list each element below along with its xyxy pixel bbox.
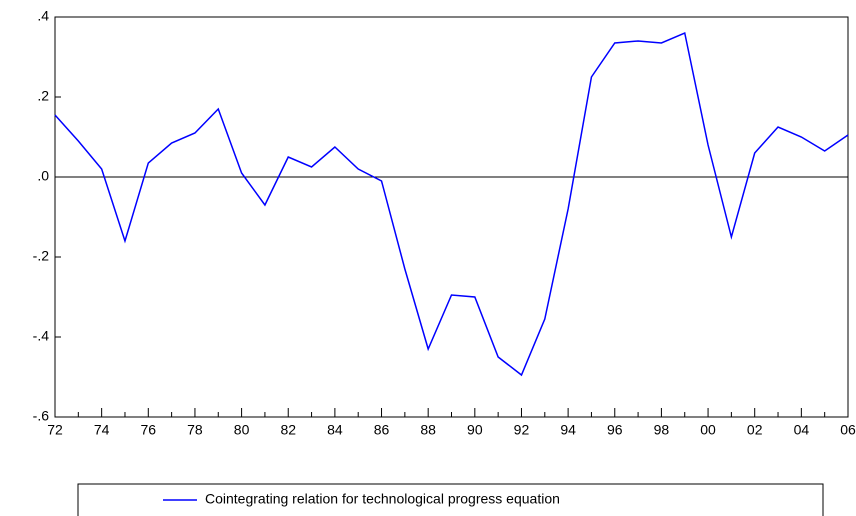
data-line (54, 31, 849, 377)
legend-box (77, 483, 824, 516)
x-tick-label: 04 (794, 422, 810, 438)
y-tick-label: .4 (37, 8, 49, 24)
y-tick-label: -.4 (33, 328, 50, 344)
x-tick-label: 02 (747, 422, 763, 438)
x-tick-label: 76 (141, 422, 157, 438)
y-tick-label: -.6 (33, 408, 50, 424)
x-tick-label: 72 (47, 422, 63, 438)
x-tick-label: 00 (700, 422, 716, 438)
legend-label: Cointegrating relation for technological… (205, 491, 560, 507)
y-tick-label: -.2 (33, 248, 50, 264)
x-tick-label: 96 (607, 422, 623, 438)
x-tick-label: 82 (280, 422, 296, 438)
x-tick-label: 06 (840, 422, 856, 438)
plot-frame (54, 16, 849, 418)
x-tick-label: 78 (187, 422, 203, 438)
x-tick-label: 86 (374, 422, 390, 438)
y-tick-label: .2 (37, 88, 49, 104)
x-tick-label: 88 (420, 422, 436, 438)
x-tick-label: 90 (467, 422, 483, 438)
x-tick-label: 74 (94, 422, 110, 438)
x-tick-label: 84 (327, 422, 343, 438)
x-tick-label: 80 (234, 422, 250, 438)
x-tick-label: 94 (560, 422, 576, 438)
x-tick-label: 92 (514, 422, 530, 438)
y-tick-label: .0 (37, 168, 49, 184)
x-tick-label: 98 (654, 422, 670, 438)
